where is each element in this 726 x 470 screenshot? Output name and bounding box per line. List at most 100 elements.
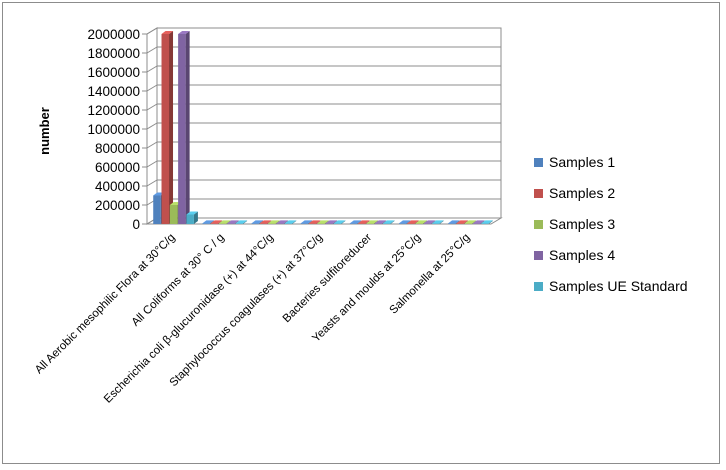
bar (374, 220, 387, 224)
gridline-side (146, 46, 158, 54)
bar-chart: 0 200000 400000 600000 800000 1000000 1200000 1… (33, 27, 503, 406)
bar-top (218, 220, 231, 224)
bar-front (448, 223, 456, 224)
bar-side (324, 220, 329, 224)
bar (481, 220, 493, 224)
bar-front (464, 223, 473, 224)
bar-front (317, 223, 325, 224)
bar-side (488, 220, 493, 224)
chart-walls (145, 27, 503, 225)
y-tick-label: 400000 (95, 179, 140, 194)
bar-side (480, 220, 485, 224)
y-tick-label: 1600000 (87, 65, 140, 80)
bar-side (283, 220, 288, 224)
bar-side (341, 220, 346, 224)
bar-top (415, 220, 428, 224)
legend-label: Samples 2 (549, 185, 616, 201)
bar (178, 31, 190, 224)
bar-front (178, 34, 186, 224)
bar-top (333, 220, 346, 224)
bar (227, 220, 239, 224)
gridline-side (146, 160, 158, 168)
bar-front (472, 223, 481, 224)
bar-front (259, 223, 268, 224)
gridline-side (146, 179, 158, 187)
bar-top (481, 220, 493, 224)
bar-side (463, 220, 468, 224)
bar-top (448, 220, 460, 224)
y-axis-label: number (37, 107, 52, 155)
bar-front (432, 223, 440, 224)
bar-side (292, 220, 297, 224)
legend-swatch (534, 281, 543, 291)
bar-top (325, 220, 338, 224)
x-axis-categories: All Aerobic mesophilic Flora at 30°C/gAl… (33, 232, 472, 406)
bar (358, 220, 370, 224)
bar-front (398, 223, 407, 224)
legend-item: Samples 2 (534, 184, 615, 202)
bar-front (333, 223, 342, 224)
bar-front (358, 223, 366, 224)
bar-side (333, 220, 338, 224)
bar-top (432, 220, 444, 224)
bar-side (218, 220, 223, 224)
bar-top (366, 220, 378, 224)
bar-front (366, 223, 374, 224)
bar-top (407, 220, 419, 224)
bar-top (349, 220, 362, 224)
bar (276, 220, 288, 224)
gridlines (146, 27, 501, 225)
bar (210, 220, 223, 224)
bar-top (284, 220, 297, 224)
legend-swatch (534, 250, 543, 260)
y-tick-label: 1000000 (87, 122, 140, 137)
bar (317, 220, 329, 224)
bar (423, 220, 436, 224)
category-label: All Coliforms at 30° C / g (130, 232, 227, 329)
bar-top (382, 220, 395, 224)
bar (432, 220, 444, 224)
bar-front (202, 223, 210, 224)
y-tick-label: 800000 (95, 141, 140, 156)
category-label: Salmonella at 25°C/g (388, 232, 473, 317)
bar-side (193, 211, 198, 224)
bar-side (455, 220, 460, 224)
bar-top (300, 220, 313, 224)
bar (333, 220, 346, 224)
bar-front (284, 223, 293, 224)
bar-front (423, 223, 432, 224)
bar-side (423, 220, 428, 224)
bar-front (325, 223, 334, 224)
legend-label: Samples UE Standard (549, 278, 688, 294)
legend-swatch (534, 188, 543, 198)
bar-front (251, 223, 260, 224)
bar-front (374, 223, 383, 224)
bar-top (259, 220, 272, 224)
y-axis-ticks: 0 200000 400000 600000 800000 1000000 1200000 1… (87, 27, 147, 232)
bar-side (373, 220, 378, 224)
bar-side (243, 220, 248, 224)
bar-front (169, 205, 178, 224)
bar-front (218, 223, 227, 224)
legend-label: Samples 3 (549, 216, 616, 232)
bar-side (185, 31, 190, 224)
chart-frame: 0 200000 400000 600000 800000 1000000 1200000 1… (2, 2, 720, 464)
bar (284, 220, 297, 224)
legend-label: Samples 1 (549, 154, 616, 170)
bar (308, 220, 321, 224)
gridline-side (146, 103, 158, 111)
bar-front (153, 195, 161, 224)
bar-side (472, 220, 477, 224)
bar-top (472, 220, 485, 224)
y-tick-label: 0 (132, 217, 140, 232)
bar (268, 220, 280, 224)
legend-swatch (534, 219, 543, 229)
bar-front (415, 223, 424, 224)
y-tick-label: 200000 (95, 198, 140, 213)
bar (464, 220, 477, 224)
bar-side (308, 220, 313, 224)
bar (366, 220, 378, 224)
bar-side (226, 220, 231, 224)
bar-front (276, 223, 284, 224)
bar-top (186, 211, 198, 215)
